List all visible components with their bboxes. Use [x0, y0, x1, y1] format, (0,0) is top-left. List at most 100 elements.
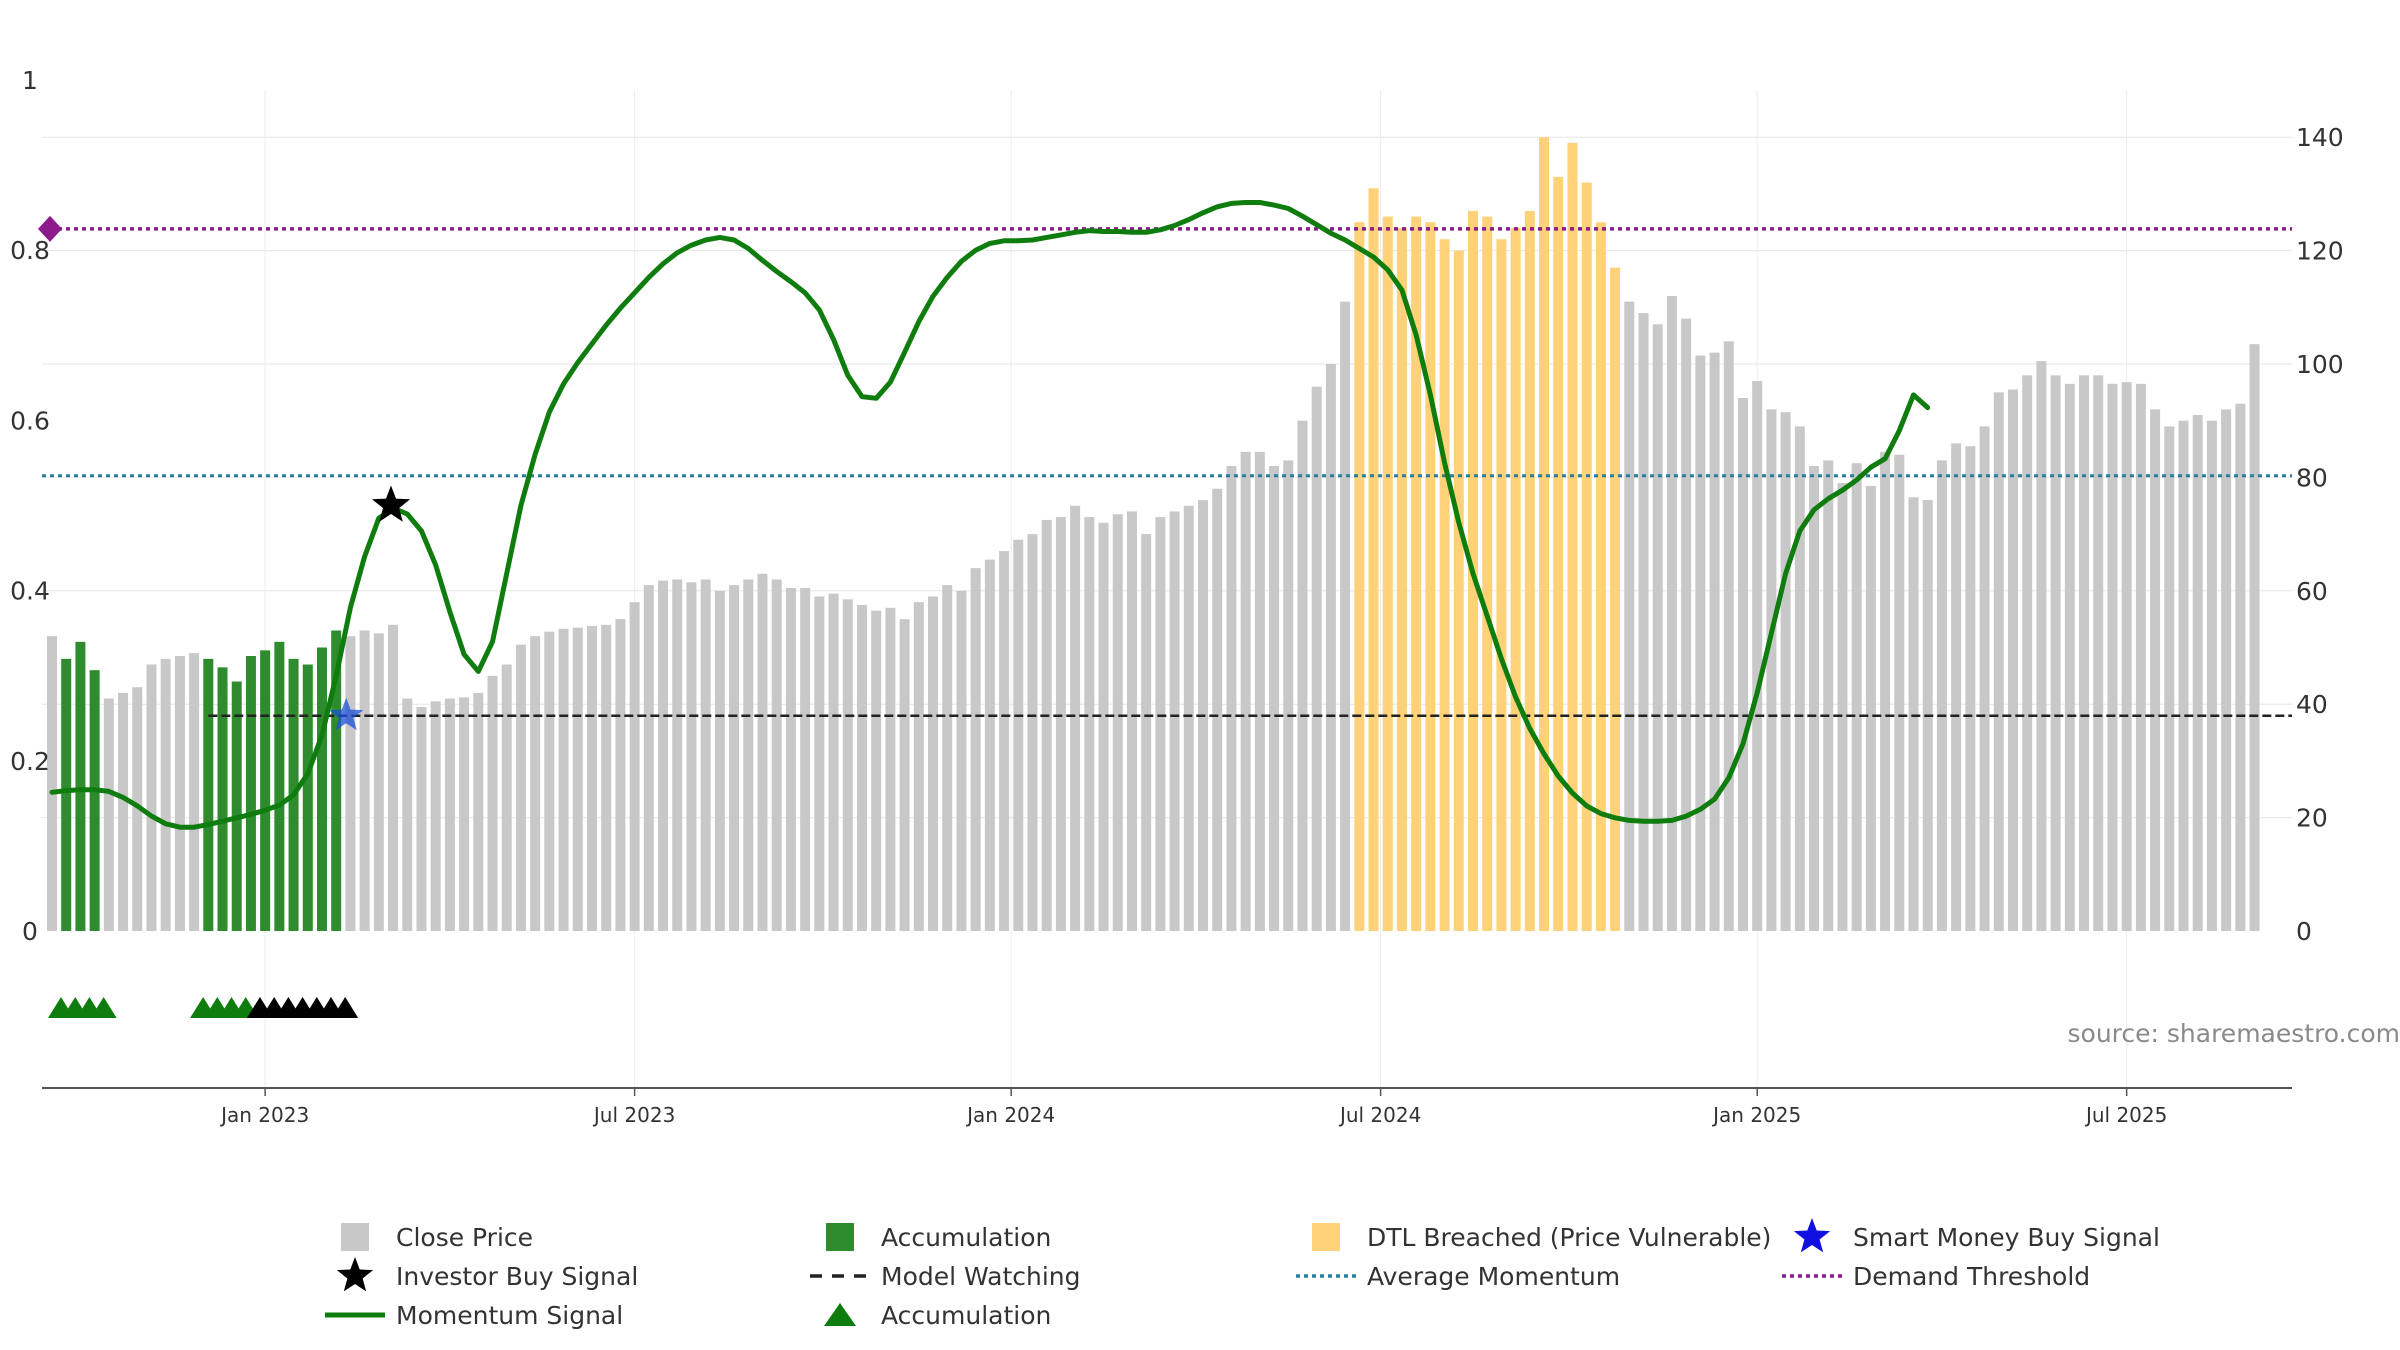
legend: Close Price Accumulation DTL Breached (Pri…	[325, 1218, 2160, 1330]
close-price-bar	[1737, 398, 1748, 931]
close-price-bar	[2135, 383, 2146, 932]
close-price-bar	[515, 644, 526, 931]
accumulation-bar	[331, 630, 342, 931]
close-price-bar	[814, 596, 825, 931]
close-price-bar	[1112, 514, 1123, 931]
close-price-bar	[1041, 519, 1052, 931]
signal-markers	[48, 485, 411, 1018]
accumulation-bar	[260, 650, 271, 931]
close-price-bar	[885, 607, 896, 931]
close-price-bar	[345, 636, 356, 931]
close-price-bar	[1894, 454, 1905, 931]
close-price-bar	[999, 551, 1010, 931]
accumulation-bar	[274, 641, 285, 931]
close-price-bar	[1240, 451, 1251, 931]
close-price-bar	[402, 698, 413, 931]
close-price-bar	[1624, 301, 1635, 931]
close-price-bar	[487, 675, 498, 931]
close-price-bar	[1936, 460, 1947, 931]
close-price-bar	[544, 631, 555, 931]
close-price-bar	[658, 580, 669, 931]
close-price-bar	[1809, 466, 1820, 931]
dtl-breached-bar	[1510, 227, 1521, 932]
investor-buy-star-icon	[372, 485, 411, 522]
close-price-bar	[1098, 522, 1109, 931]
close-price-bar	[729, 585, 740, 931]
close-price-bar	[1965, 446, 1976, 931]
close-price-bar	[1169, 511, 1180, 931]
dtl-breached-bar	[1581, 182, 1592, 931]
dtl-breached-bar	[1439, 239, 1450, 931]
close-price-bar	[615, 619, 626, 931]
y-left-tick: 0.4	[10, 577, 50, 606]
dtl-breached-bar	[1453, 250, 1464, 932]
close-price-bar	[2221, 409, 2232, 931]
accumulation-bar	[203, 658, 214, 931]
close-price-bar	[1126, 511, 1137, 931]
close-price-bar	[373, 633, 384, 931]
close-price-bar	[103, 698, 114, 931]
close-price-bar	[586, 625, 597, 931]
close-price-bar	[1297, 420, 1308, 931]
close-price-bar	[913, 602, 924, 931]
close-price-bar	[118, 692, 129, 931]
close-price-bar	[189, 653, 200, 931]
accumulation-bar	[61, 658, 72, 931]
close-price-bar	[2164, 426, 2175, 931]
dtl-breached-bar	[1425, 222, 1436, 931]
close-price-bar	[1340, 301, 1351, 931]
close-price-bar	[47, 636, 57, 931]
accumulation-bar	[75, 641, 86, 931]
close-price-bar	[856, 604, 867, 931]
close-price-bar	[2007, 389, 2018, 931]
close-price-bar	[1638, 312, 1649, 932]
source-label: source: sharemaestro.com	[2068, 1019, 2400, 1048]
reference-lines	[38, 215, 2292, 717]
close-price-bar	[2206, 420, 2217, 931]
close-price-bar	[174, 656, 185, 931]
close-price-bar	[1254, 451, 1265, 931]
accumulation-bar	[89, 670, 100, 931]
y-right-tick: 120	[2296, 237, 2344, 266]
close-price-bar	[2064, 383, 2075, 932]
close-price-bar	[2036, 361, 2047, 931]
y-right-tick: 0	[2296, 917, 2312, 946]
legend-label: Accumulation	[881, 1223, 1051, 1252]
x-tick-label: Jan 2025	[1711, 1103, 1801, 1127]
y-left-tick: 0.6	[10, 406, 50, 435]
close-price-bar	[160, 658, 171, 931]
close-price-bar	[771, 579, 782, 931]
close-price-bar	[1666, 295, 1677, 932]
close-price-bar	[1908, 497, 1919, 931]
close-price-bar	[2107, 383, 2118, 932]
legend-label: Smart Money Buy Signal	[1853, 1223, 2160, 1252]
accumulation-triangle-icon	[90, 997, 117, 1018]
legend-swatch	[341, 1223, 369, 1251]
legend-swatch	[826, 1223, 854, 1251]
close-price-bar	[459, 697, 470, 931]
close-price-bar	[2121, 382, 2132, 931]
close-price-bar	[388, 624, 399, 931]
close-price-bar	[1752, 381, 1763, 931]
close-price-bar	[1283, 460, 1294, 931]
close-price-bar	[1084, 517, 1095, 931]
dtl-breached-bar	[1524, 210, 1535, 931]
y-left-tick: 0	[22, 917, 38, 946]
close-price-bar	[1212, 488, 1223, 931]
close-price-bar	[1865, 485, 1876, 931]
y-right-tick: 40	[2296, 690, 2328, 719]
close-price-bar	[444, 698, 455, 931]
legend-label: Model Watching	[881, 1262, 1081, 1291]
close-price-bar	[146, 664, 157, 931]
legend-label: DTL Breached (Price Vulnerable)	[1367, 1223, 1771, 1252]
x-tick-label: Jul 2024	[1338, 1103, 1421, 1127]
close-price-bar	[956, 590, 967, 931]
legend-star-icon	[1793, 1218, 1831, 1253]
x-tick-label: Jan 2023	[219, 1103, 309, 1127]
legend-label: Close Price	[396, 1223, 533, 1252]
y-right-tick: 140	[2296, 123, 2344, 152]
close-price-bar	[2093, 375, 2104, 932]
close-price-bars	[47, 137, 2260, 932]
close-price-bar	[2235, 403, 2246, 931]
close-price-bar	[1027, 534, 1038, 931]
